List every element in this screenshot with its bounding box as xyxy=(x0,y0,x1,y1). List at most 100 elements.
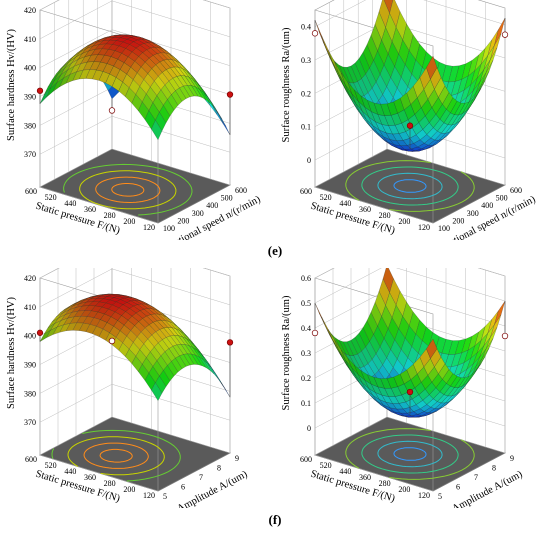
x-tick-label: 100 xyxy=(163,224,175,233)
z-tick-label: 0.6 xyxy=(301,274,311,283)
surface-patch xyxy=(426,55,438,80)
x-tick-label: 600 xyxy=(510,186,522,195)
x-tick-label: 8 xyxy=(492,464,496,473)
x-tick-label: 500 xyxy=(221,194,233,203)
z-tick-label: 0 xyxy=(307,424,311,433)
y-tick-label: 600 xyxy=(25,455,37,464)
chart-e-hardness: 3703803904004104201002003004005006001202… xyxy=(6,0,263,240)
x-tick-label: 400 xyxy=(206,201,218,210)
caption-f: (f) xyxy=(268,512,282,527)
z-tick-label: 390 xyxy=(24,361,36,370)
x-tick-label: 300 xyxy=(192,209,204,218)
design-point xyxy=(501,31,509,38)
y-tick-label: 520 xyxy=(320,461,332,470)
x-tick-label: 400 xyxy=(481,201,493,210)
x-tick-label: 8 xyxy=(217,464,221,473)
z-tick-label: 400 xyxy=(24,332,36,341)
y-tick-label: 360 xyxy=(359,205,371,214)
y-tick-label: 440 xyxy=(64,199,76,208)
z-tick-label: 390 xyxy=(24,93,36,102)
z-tick-label: 0.2 xyxy=(301,89,311,98)
z-tick-label: 380 xyxy=(24,121,36,130)
z-tick-label: 0.3 xyxy=(301,56,311,65)
floor-contour xyxy=(393,179,427,193)
y-tick-label: 280 xyxy=(104,211,116,220)
z-tick-label: 370 xyxy=(24,150,36,159)
design-point xyxy=(36,87,44,94)
y-tick-label: 520 xyxy=(320,193,332,202)
design-point xyxy=(406,388,414,396)
chart-e-roughness: 00.10.20.30.4100200300400500600120200280… xyxy=(281,0,538,240)
floor-contour xyxy=(361,434,459,474)
caption-e: (e) xyxy=(267,243,283,258)
floor-contour xyxy=(67,436,165,476)
floor-contour xyxy=(393,447,427,461)
surface-patch xyxy=(151,119,163,141)
surface-patch xyxy=(151,382,163,401)
y-tick-label: 280 xyxy=(104,479,116,488)
x-tick-label: 9 xyxy=(235,454,239,463)
design-point xyxy=(406,122,414,129)
z-tick-label: 370 xyxy=(24,418,36,427)
x-tick-label: 7 xyxy=(474,473,478,482)
z-axis-label: Surface hardness Hv/(HV) xyxy=(6,297,17,409)
z-tick-label: 0.1 xyxy=(301,399,311,408)
y-tick-label: 280 xyxy=(379,211,391,220)
y-tick-label: 600 xyxy=(300,455,312,464)
design-point xyxy=(226,339,234,346)
x-tick-label: 9 xyxy=(510,454,514,463)
x-tick-label: 7 xyxy=(199,473,203,482)
x-tick-label: 5 xyxy=(163,492,167,501)
z-tick-label: 0.4 xyxy=(301,324,311,333)
z-tick-label: 0.4 xyxy=(301,23,311,32)
chart-f-roughness: 0 0.1 0.2 0.3 0.4 0.5 0.6 5 6 7 8 9 120 200 280 360 440 5… xyxy=(281,268,525,508)
z-axis-label: Surface roughness Ra/(um) xyxy=(281,27,292,142)
floor-contour xyxy=(377,172,443,200)
y-tick-label: 200 xyxy=(123,217,135,226)
y-tick-label: 440 xyxy=(64,467,76,476)
y-tick-label: 200 xyxy=(123,485,135,494)
x-tick-label: 6 xyxy=(181,483,185,492)
x-tick-label: 200 xyxy=(177,216,189,225)
y-tick-label: 360 xyxy=(84,473,96,482)
design-point xyxy=(36,329,44,336)
y-tick-label: 200 xyxy=(398,217,410,226)
x-tick-label: 5 xyxy=(438,492,442,501)
design-point xyxy=(501,332,509,340)
y-tick-label: 200 xyxy=(398,485,410,494)
floor-contour xyxy=(51,429,181,482)
z-tick-label: 410 xyxy=(24,303,36,312)
floor-contour xyxy=(345,428,475,480)
floor-contour xyxy=(95,176,161,204)
floor-contour xyxy=(111,183,145,197)
z-tick-label: 420 xyxy=(24,274,36,283)
floor-contour xyxy=(63,163,193,216)
design-point xyxy=(108,337,116,345)
floor-contour xyxy=(361,166,459,206)
z-axis-label: Surface hardness Hv/(HV) xyxy=(6,29,17,141)
design-point xyxy=(226,91,234,98)
y-tick-label: 600 xyxy=(300,187,312,196)
y-tick-label: 120 xyxy=(143,223,155,232)
z-tick-label: 0 xyxy=(307,156,311,165)
z-tick-label: 0.2 xyxy=(301,374,311,383)
floor-contour xyxy=(83,442,149,469)
y-tick-label: 440 xyxy=(339,199,351,208)
floor-contour xyxy=(345,160,475,212)
floor-contour xyxy=(79,170,177,210)
y-tick-label: 360 xyxy=(359,473,371,482)
z-tick-label: 0.5 xyxy=(301,299,311,308)
y-tick-label: 120 xyxy=(143,491,155,500)
x-tick-label: 600 xyxy=(235,186,247,195)
design-point xyxy=(311,329,319,337)
z-axis-label: Surface roughness Ra/(um) xyxy=(281,295,292,410)
surface-patch xyxy=(426,338,438,359)
x-tick-label: 200 xyxy=(452,216,464,225)
design-point xyxy=(311,30,319,37)
z-tick-label: 0.3 xyxy=(301,349,311,358)
y-tick-label: 120 xyxy=(418,223,430,232)
y-tick-label: 520 xyxy=(45,193,57,202)
chart-f-hardness: 370 380 390 400 410 420 5 6 7 8 9 120 200 280 360 440 52… xyxy=(6,268,250,508)
y-tick-label: 280 xyxy=(379,479,391,488)
